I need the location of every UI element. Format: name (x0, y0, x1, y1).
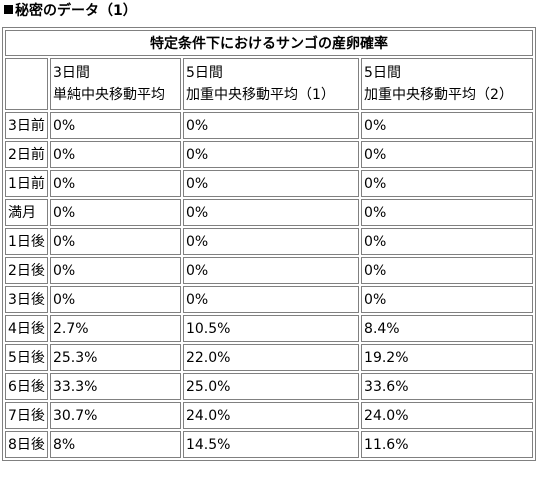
table-row: 4日後 2.7% 10.5% 8.4% (5, 315, 533, 342)
probability-cell: 0% (49, 257, 181, 284)
table-row: 1日前 0% 0% 0% (5, 170, 533, 197)
probability-cell: 0% (361, 257, 533, 284)
probability-cell: 0% (182, 228, 360, 255)
row-label: 満月 (5, 199, 48, 226)
row-label: 1日後 (5, 228, 48, 255)
table-row: 5日後 25.3% 22.0% 19.2% (5, 344, 533, 371)
table-row: 8日後 8% 14.5% 11.6% (5, 431, 533, 458)
probability-cell: 8.4% (361, 315, 533, 342)
column-header-2-line1: 5日間 (185, 65, 223, 81)
row-label: 4日後 (5, 315, 48, 342)
probability-cell: 0% (49, 228, 181, 255)
probability-cell: 24.0% (182, 402, 360, 429)
table-row: 3日後 0% 0% 0% (5, 286, 533, 313)
probability-cell: 2.7% (49, 315, 181, 342)
probability-cell: 14.5% (182, 431, 360, 458)
probability-cell: 0% (49, 170, 181, 197)
table-row: 6日後 33.3% 25.0% 33.6% (5, 373, 533, 400)
probability-cell: 0% (49, 199, 181, 226)
table-title-row: 特定条件下におけるサンゴの産卵確率 (5, 30, 533, 56)
table-row: 2日前 0% 0% 0% (5, 141, 533, 168)
probability-cell: 0% (361, 112, 533, 139)
row-label: 3日後 (5, 286, 48, 313)
probability-cell: 0% (182, 286, 360, 313)
probability-cell: 11.6% (361, 431, 533, 458)
probability-cell: 0% (361, 286, 533, 313)
probability-cell: 25.0% (182, 373, 360, 400)
row-label: 8日後 (5, 431, 48, 458)
cropped-footer (2, 471, 536, 477)
column-header-2: 5日間 加重中央移動平均（1） (182, 58, 360, 110)
probability-cell: 0% (182, 170, 360, 197)
table-row: 7日後 30.7% 24.0% 24.0% (5, 402, 533, 429)
column-header-1: 3日間 単純中央移動平均 (49, 58, 181, 110)
table-row: 2日後 0% 0% 0% (5, 257, 533, 284)
probability-cell: 25.3% (49, 344, 181, 371)
row-label: 2日前 (5, 141, 48, 168)
row-label: 3日前 (5, 112, 48, 139)
probability-cell: 33.3% (49, 373, 181, 400)
column-header-3-line1: 5日間 (364, 65, 401, 81)
probability-cell: 10.5% (182, 315, 360, 342)
probability-cell: 0% (49, 112, 181, 139)
probability-cell: 30.7% (49, 402, 181, 429)
row-label: 5日後 (5, 344, 48, 371)
header-empty-cell (5, 58, 48, 110)
probability-cell: 33.6% (361, 373, 533, 400)
column-header-1-line2: 単純中央移動平均 (52, 87, 165, 103)
probability-cell: 0% (361, 228, 533, 255)
probability-cell: 0% (182, 257, 360, 284)
probability-cell: 0% (361, 141, 533, 168)
probability-cell: 0% (182, 112, 360, 139)
probability-cell: 22.0% (182, 344, 360, 371)
square-bullet-icon (4, 5, 13, 14)
probability-cell: 0% (182, 199, 360, 226)
table-row: 3日前 0% 0% 0% (5, 112, 533, 139)
probability-cell: 0% (49, 286, 181, 313)
probability-cell: 8% (49, 431, 181, 458)
column-header-3: 5日間 加重中央移動平均（2） (361, 58, 533, 110)
row-label: 1日前 (5, 170, 48, 197)
probability-cell: 19.2% (361, 344, 533, 371)
section-heading: 秘密のデータ（1） (4, 2, 137, 20)
probability-cell: 24.0% (361, 402, 533, 429)
section-heading-text: 秘密のデータ（1） (15, 3, 137, 19)
column-header-3-line2: 加重中央移動平均（2） (364, 87, 513, 103)
column-header-1-line1: 3日間 (52, 65, 90, 81)
probability-cell: 0% (182, 141, 360, 168)
probability-cell: 0% (361, 199, 533, 226)
row-label: 7日後 (5, 402, 48, 429)
table-title: 特定条件下におけるサンゴの産卵確率 (5, 30, 533, 56)
table-row: 1日後 0% 0% 0% (5, 228, 533, 255)
table-row: 満月 0% 0% 0% (5, 199, 533, 226)
spawning-probability-table: 特定条件下におけるサンゴの産卵確率 3日間 単純中央移動平均 5日間 加重中央移… (2, 27, 536, 461)
column-header-2-line2: 加重中央移動平均（1） (185, 87, 335, 103)
row-label: 6日後 (5, 373, 48, 400)
row-label: 2日後 (5, 257, 48, 284)
probability-cell: 0% (361, 170, 533, 197)
probability-cell: 0% (49, 141, 181, 168)
table-header-row: 3日間 単純中央移動平均 5日間 加重中央移動平均（1） 5日間 加重中央移動平… (5, 58, 533, 110)
